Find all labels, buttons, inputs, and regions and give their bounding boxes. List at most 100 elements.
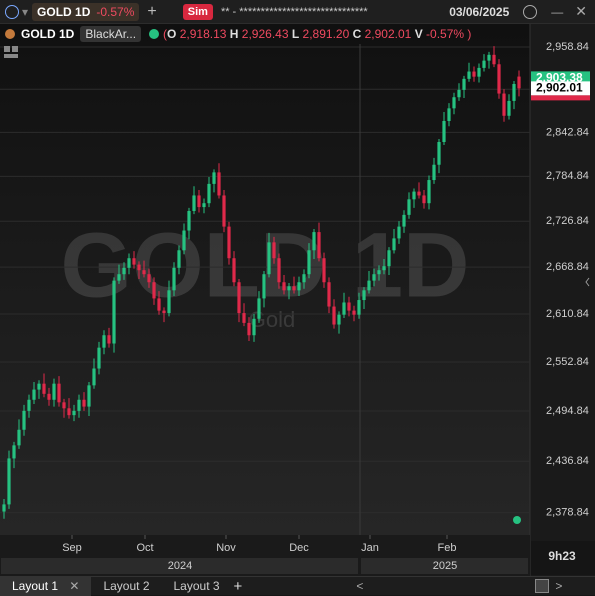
layout-tab[interactable]: Layout 2	[103, 578, 150, 593]
candle-body	[177, 250, 181, 268]
candle-body	[102, 335, 106, 348]
candle-body	[227, 226, 231, 259]
price-label: 2,903.38	[536, 71, 583, 85]
candle-body	[447, 108, 451, 121]
candle-body	[292, 286, 296, 291]
candle-body	[417, 191, 421, 196]
instrument-tab[interactable]: GOLD 1D -0.57%	[32, 2, 140, 21]
icon	[4, 46, 10, 52]
candle-body	[87, 385, 91, 407]
candle-body	[277, 258, 281, 283]
candle-body	[392, 238, 396, 251]
candle-body	[92, 368, 96, 386]
y-tick-label: 2,610.84	[546, 308, 589, 320]
close[interactable]: ✕	[575, 3, 587, 19]
add-tab[interactable]: +	[147, 2, 157, 20]
candle-body	[467, 71, 471, 79]
candle-body	[192, 195, 196, 211]
candle-body	[167, 290, 171, 314]
v-label: V	[414, 27, 423, 41]
candle-body	[97, 347, 101, 369]
instrument: GOLD 1D	[37, 4, 91, 19]
candle-body	[507, 100, 511, 116]
x-tick-label: Sep	[62, 542, 82, 554]
l-label: L	[291, 27, 300, 41]
candle-body	[247, 322, 251, 336]
candle-body	[242, 313, 246, 323]
candle-body	[107, 335, 111, 344]
candle-body	[42, 383, 46, 394]
y-tick-label: 2,958.84	[546, 41, 589, 53]
candle-body	[322, 258, 326, 283]
scroll-left[interactable]: <	[356, 579, 364, 593]
watermark-sub: Gold	[249, 307, 295, 332]
candle-body	[287, 286, 291, 291]
candle-body	[67, 408, 71, 416]
time-to-close: 9h23	[548, 549, 576, 563]
dropdown[interactable]: ▾	[22, 4, 29, 19]
scroll-right[interactable]: >	[555, 579, 563, 593]
candle-body	[22, 410, 26, 430]
candle-body	[157, 298, 161, 311]
candle-body	[37, 383, 41, 390]
candle-body	[137, 264, 141, 271]
candle-body	[82, 399, 86, 407]
watermark: GOLD 1D	[61, 214, 470, 316]
status-dot	[149, 29, 160, 39]
candle-body	[457, 89, 461, 98]
template[interactable]: BlackAr...	[80, 26, 142, 42]
y-tick-label: 2,726.84	[546, 215, 589, 227]
candle-body	[407, 199, 411, 215]
candle-body	[217, 172, 221, 196]
y-tick-label: 2,668.84	[546, 261, 589, 273]
candle-body	[327, 282, 331, 307]
layout-tab[interactable]: Layout 1 ✕	[0, 576, 92, 596]
price-label-box	[531, 81, 590, 96]
candle-body	[52, 383, 56, 400]
scroll-thumb[interactable]	[535, 579, 550, 593]
candle-body	[47, 393, 51, 400]
ohlc: (O 2,918.13 H 2,926.43 L 2,891.20 C 2,90…	[163, 27, 471, 41]
candle-body	[367, 280, 371, 291]
candle-body	[62, 402, 66, 409]
candle-body	[352, 310, 356, 315]
candle-body	[212, 172, 216, 184]
more-button[interactable]	[523, 4, 538, 19]
candle-body	[117, 274, 121, 281]
clock-icon[interactable]	[5, 4, 19, 19]
price-label: 2,902.01	[536, 81, 583, 95]
candle-body	[347, 302, 351, 311]
candle-body	[272, 242, 276, 259]
c-value: 2,902.01	[364, 27, 412, 41]
candle-body	[487, 54, 491, 61]
candle-body	[337, 314, 341, 325]
sim-badge[interactable]: Sim	[182, 3, 213, 20]
candle-body	[342, 302, 346, 315]
change: -0.57%	[96, 4, 135, 19]
close-tab[interactable]: ✕	[69, 578, 80, 593]
candle-body	[162, 310, 166, 314]
candle-body	[387, 250, 391, 267]
candle-body	[237, 282, 241, 314]
add-layout[interactable]: +	[233, 577, 243, 595]
minimize[interactable]: —	[551, 4, 564, 19]
candle-body	[332, 306, 336, 325]
candle-body	[187, 210, 191, 231]
layout-tab[interactable]: Layout 3	[173, 578, 220, 593]
layout-name: Layout 1	[12, 578, 59, 593]
collapse-arrow[interactable]	[585, 277, 590, 287]
c-label: C	[352, 27, 362, 41]
toolbar: ▾ GOLD 1D -0.57% + Sim ** - ************…	[0, 0, 595, 24]
candle-body	[452, 97, 456, 109]
price-axis	[530, 24, 595, 576]
o-value: 2,918.13	[179, 27, 227, 41]
paren: (	[163, 27, 168, 41]
icon	[12, 46, 18, 52]
candle-body	[462, 78, 466, 90]
date: 03/06/2025	[449, 4, 510, 19]
candle-body	[262, 274, 266, 299]
candle-body	[377, 270, 381, 275]
candle-body	[267, 242, 271, 275]
year-label: 2025	[433, 560, 457, 572]
